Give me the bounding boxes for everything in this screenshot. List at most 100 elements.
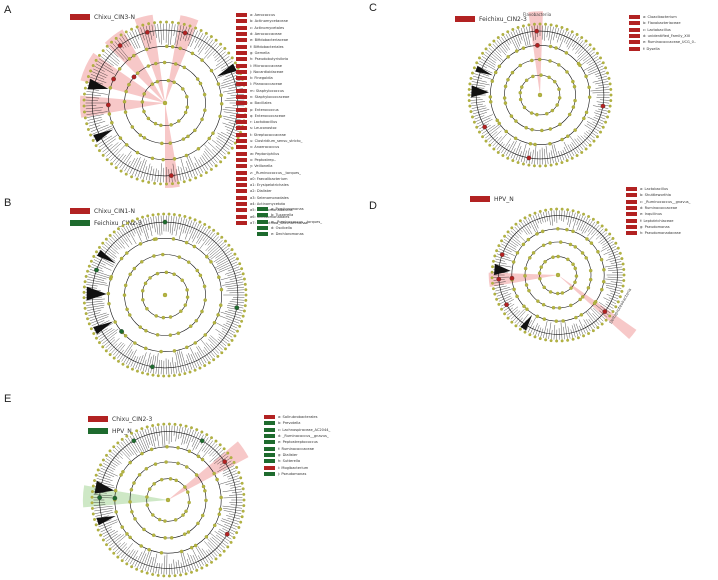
clade-node bbox=[173, 349, 176, 352]
clade-node bbox=[535, 232, 538, 235]
leaf-branch bbox=[598, 84, 608, 86]
leaf-node bbox=[234, 335, 237, 338]
clade-node bbox=[554, 46, 557, 49]
leaf-node bbox=[242, 273, 245, 276]
clade-node bbox=[531, 75, 534, 78]
enriched-node bbox=[200, 439, 204, 443]
leaf-branch bbox=[576, 40, 583, 49]
clade-node bbox=[553, 80, 556, 83]
clade-node bbox=[194, 544, 197, 547]
leaf-node bbox=[105, 543, 108, 546]
leaf-node bbox=[135, 429, 138, 432]
leaf-branch bbox=[172, 564, 173, 575]
leaf-branch bbox=[498, 294, 511, 299]
clade-node bbox=[140, 544, 143, 547]
clade-node bbox=[218, 513, 221, 516]
leaf-branch bbox=[153, 356, 156, 373]
leaf-node bbox=[221, 236, 224, 239]
leaf-node bbox=[622, 263, 625, 266]
leaf-branch bbox=[158, 426, 159, 436]
leaf-branch bbox=[124, 161, 130, 171]
clade-node bbox=[169, 334, 172, 337]
clade-node bbox=[165, 45, 168, 48]
leaf-node bbox=[522, 25, 525, 28]
clade-node bbox=[125, 532, 128, 535]
leaf-node bbox=[173, 374, 176, 377]
leaf-node bbox=[503, 312, 506, 315]
leaf-branch bbox=[561, 322, 562, 339]
clade-node bbox=[182, 137, 185, 140]
leaf-branch bbox=[537, 151, 538, 164]
taxa-swatch bbox=[264, 459, 275, 463]
leaf-node bbox=[615, 242, 618, 245]
leaf-branch bbox=[526, 148, 529, 163]
clade-node bbox=[145, 307, 148, 310]
leaf-node bbox=[91, 496, 94, 499]
leaf-branch bbox=[191, 555, 197, 569]
clade-node bbox=[515, 49, 518, 52]
leaf-node bbox=[206, 433, 209, 436]
taxa-label: m: Staphylococcus bbox=[250, 89, 284, 93]
leaf-node bbox=[240, 267, 243, 270]
leaf-node bbox=[195, 428, 198, 431]
leaf-node bbox=[224, 47, 227, 50]
leaf-branch bbox=[150, 428, 155, 448]
clade-node bbox=[136, 151, 139, 154]
clade-node bbox=[163, 519, 166, 522]
clade-node bbox=[156, 80, 159, 83]
clade-node bbox=[132, 481, 135, 484]
leaf-branch bbox=[573, 213, 575, 222]
leaf-node bbox=[184, 372, 187, 375]
clade-node bbox=[556, 227, 559, 230]
clade-node bbox=[574, 267, 577, 270]
leaf-node bbox=[606, 72, 609, 75]
leaf-node bbox=[609, 99, 612, 102]
leaf-branch bbox=[186, 161, 192, 178]
leaf-node bbox=[519, 220, 522, 223]
taxa-swatch bbox=[236, 76, 247, 80]
leaf-node bbox=[92, 255, 95, 258]
leaf-branch bbox=[227, 287, 243, 289]
clade-node bbox=[193, 245, 196, 248]
leaf-node bbox=[219, 554, 222, 557]
leaf-node bbox=[165, 21, 168, 24]
taxa-label: e: Peptostreptococcus bbox=[278, 440, 318, 444]
leaf-node bbox=[561, 161, 564, 164]
clade-node bbox=[181, 513, 184, 516]
leaf-node bbox=[171, 21, 174, 24]
taxa-swatch bbox=[626, 225, 637, 229]
leaf-branch bbox=[551, 330, 552, 339]
taxa-label: w: Peptoniphilus bbox=[250, 152, 279, 156]
leaf-node bbox=[238, 526, 241, 529]
clade-node bbox=[549, 127, 552, 130]
leaf-node bbox=[601, 323, 604, 326]
clade-node bbox=[522, 47, 525, 50]
leaf-node bbox=[245, 299, 248, 302]
leaf-branch bbox=[471, 84, 485, 86]
leaf-node bbox=[609, 105, 612, 108]
leaf-node bbox=[99, 534, 102, 537]
leaf-node bbox=[183, 180, 186, 183]
dense-clade-fan bbox=[93, 129, 113, 142]
leaf-node bbox=[151, 573, 154, 576]
taxa-swatch bbox=[236, 183, 247, 187]
leaf-branch bbox=[90, 125, 100, 129]
clade-node bbox=[589, 278, 592, 281]
clade-node bbox=[128, 313, 131, 316]
leaf-branch bbox=[123, 550, 130, 559]
clade-node bbox=[160, 478, 163, 481]
clade-node bbox=[114, 320, 117, 323]
root-node bbox=[538, 93, 542, 97]
leaf-branch bbox=[176, 426, 178, 441]
leaf-node bbox=[201, 431, 204, 434]
leaf-node bbox=[168, 423, 171, 426]
clade-node bbox=[196, 269, 199, 272]
leaf-branch bbox=[222, 328, 234, 335]
leaf-node bbox=[130, 565, 133, 568]
taxa-swatch bbox=[626, 212, 637, 216]
leaf-node bbox=[146, 215, 149, 218]
leaf-node bbox=[503, 235, 506, 238]
leaf-node bbox=[141, 570, 144, 573]
leaf-node bbox=[555, 340, 558, 343]
leaf-branch bbox=[102, 529, 112, 534]
